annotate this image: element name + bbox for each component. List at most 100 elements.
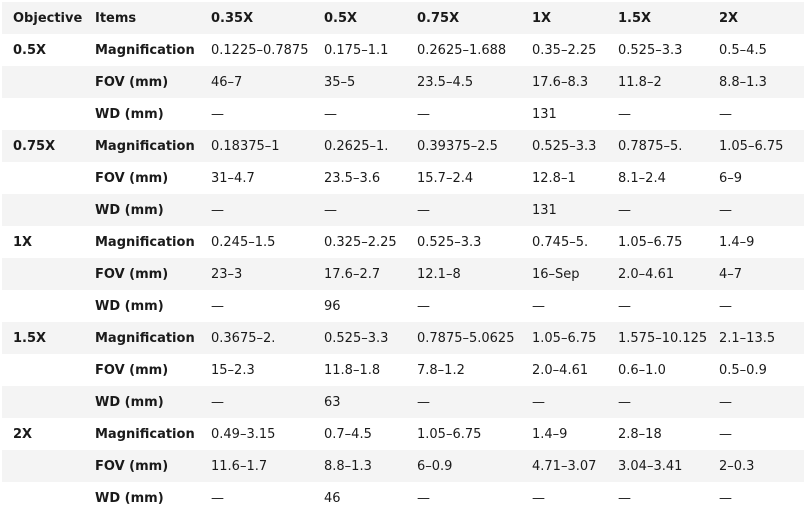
value-cell: 0.175–1.1 bbox=[324, 42, 389, 58]
item-cell: FOV (mm) bbox=[93, 450, 211, 482]
value-cell: — bbox=[618, 298, 631, 314]
value-cell: 8.1–2.4 bbox=[618, 170, 666, 186]
value-cell: 7.8–1.2 bbox=[417, 362, 465, 378]
header-0-5x: 0.5X bbox=[324, 2, 417, 34]
value-cell: 0.245–1.5 bbox=[211, 234, 276, 250]
objective-cell bbox=[2, 258, 93, 290]
item-cell: FOV (mm) bbox=[93, 66, 211, 98]
item-cell: WD (mm) bbox=[95, 298, 164, 314]
value-cell: 0.39375–2.5 bbox=[417, 130, 532, 162]
value-cell: — bbox=[211, 386, 324, 418]
value-cell: 16–Sep bbox=[532, 258, 618, 290]
objective-cell bbox=[2, 290, 93, 322]
table-row: FOV (mm) 46–7 35–5 23.5–4.5 17.6–8.3 11.8–2 8.… bbox=[2, 66, 804, 98]
value-cell: 1.05–6.75 bbox=[719, 130, 804, 162]
value-cell: 0.5–0.9 bbox=[719, 362, 767, 378]
value-cell: — bbox=[532, 490, 545, 506]
value-cell: — bbox=[618, 490, 631, 506]
specs-table: Objective Items 0.35X 0.5X 0.75X 1X 1.5X… bbox=[2, 2, 804, 514]
value-cell: 2.0–4.61 bbox=[532, 362, 589, 378]
objective-cell bbox=[2, 194, 93, 226]
value-cell: — bbox=[618, 194, 719, 226]
value-cell: 0.49–3.15 bbox=[211, 426, 276, 442]
objective-cell bbox=[2, 386, 93, 418]
objective-cell bbox=[2, 66, 93, 98]
value-cell: 0.745–5. bbox=[532, 234, 589, 250]
objective-cell: 1.5X bbox=[2, 322, 93, 354]
table-row: FOV (mm) 11.6–1.7 8.8–1.3 6–0.9 4.71–3.07 3.0… bbox=[2, 450, 804, 482]
item-cell: WD (mm) bbox=[95, 490, 164, 506]
item-cell: Magnification bbox=[93, 322, 211, 354]
value-cell: — bbox=[417, 106, 430, 122]
value-cell: — bbox=[719, 386, 804, 418]
header-0-35x: 0.35X bbox=[211, 2, 324, 34]
value-cell: 17.6–2.7 bbox=[324, 258, 417, 290]
value-cell: — bbox=[211, 298, 224, 314]
item-cell: Magnification bbox=[93, 130, 211, 162]
item-cell: WD (mm) bbox=[95, 106, 164, 122]
value-cell: 0.525–3.3 bbox=[532, 130, 618, 162]
table-row: 1.5X Magnification 0.3675–2. 0.525–3.3 0.787… bbox=[2, 322, 804, 354]
value-cell: — bbox=[324, 106, 337, 122]
value-cell: — bbox=[719, 194, 804, 226]
value-cell: — bbox=[719, 490, 732, 506]
value-cell: 131 bbox=[532, 106, 557, 122]
objective-cell: 0.75X bbox=[2, 130, 93, 162]
item-cell: WD (mm) bbox=[93, 194, 211, 226]
header-items: Items bbox=[93, 2, 211, 34]
objective-cell bbox=[2, 450, 93, 482]
value-cell: 11.6–1.7 bbox=[211, 450, 324, 482]
value-cell: 131 bbox=[532, 194, 618, 226]
value-cell: 11.8–2 bbox=[618, 66, 719, 98]
header-2x: 2X bbox=[719, 2, 804, 34]
value-cell: 1.05–6.75 bbox=[417, 426, 482, 442]
table-row: 2X Magnification 0.49–3.15 0.7–4.5 1.05–6.75… bbox=[2, 418, 804, 450]
value-cell: 15–2.3 bbox=[211, 362, 255, 378]
table-row: WD (mm) —63— — — — bbox=[2, 386, 804, 418]
item-cell: FOV (mm) bbox=[95, 170, 169, 186]
table-body: 0.5X Magnification 0.1225–0.7875 0.175–1.1 0… bbox=[2, 34, 804, 514]
table-row: WD (mm) — — —131— — bbox=[2, 194, 804, 226]
objective-cell: 1X bbox=[13, 234, 33, 250]
table-row: WD (mm) — — —131— — bbox=[2, 98, 804, 130]
header-0-75x: 0.75X bbox=[417, 2, 532, 34]
value-cell: — bbox=[211, 194, 324, 226]
value-cell: 0.525–3.3 bbox=[618, 42, 683, 58]
table-row: FOV (mm) 15–2.3 11.8–1.8 7.8–1.2 2.0–4.61 0.6… bbox=[2, 354, 804, 386]
value-cell: 0.525–3.3 bbox=[324, 322, 417, 354]
table-row: WD (mm) — 46 — — — — bbox=[2, 482, 804, 514]
value-cell: — bbox=[211, 106, 224, 122]
objective-cell bbox=[2, 162, 93, 194]
value-cell: 0.7875–5. bbox=[618, 130, 719, 162]
header-row: Objective Items 0.35X 0.5X 0.75X 1X 1.5X… bbox=[2, 2, 804, 34]
value-cell: 17.6–8.3 bbox=[532, 66, 618, 98]
table-row: FOV (mm) 23–3 17.6–2.7 12.1–8 16–Sep 2.0–4.61… bbox=[2, 258, 804, 290]
value-cell: 1.4–9 bbox=[719, 234, 755, 250]
objective-cell bbox=[2, 98, 93, 130]
value-cell: — bbox=[324, 194, 417, 226]
value-cell: 6–9 bbox=[719, 170, 743, 186]
value-cell: 0.3675–2. bbox=[211, 322, 324, 354]
value-cell: — bbox=[532, 386, 618, 418]
value-cell: — bbox=[211, 490, 224, 506]
value-cell: 2.8–18 bbox=[618, 426, 662, 442]
value-cell: — bbox=[719, 298, 732, 314]
value-cell: 0.18375–1 bbox=[211, 130, 324, 162]
value-cell: 46–7 bbox=[211, 66, 324, 98]
objective-cell bbox=[2, 354, 93, 386]
value-cell: 2–0.3 bbox=[719, 450, 804, 482]
value-cell: — bbox=[417, 194, 532, 226]
value-cell: 8.8–1.3 bbox=[324, 450, 417, 482]
value-cell: 23.5–4.5 bbox=[417, 66, 532, 98]
value-cell: 15.7–2.4 bbox=[417, 170, 474, 186]
value-cell: 2.0–4.61 bbox=[618, 258, 719, 290]
value-cell: 1.4–9 bbox=[532, 426, 568, 442]
value-cell: 1.05–6.75 bbox=[618, 234, 683, 250]
header-1x: 1X bbox=[532, 2, 618, 34]
table-row: FOV (mm) 31–4.7 23.5–3.6 15.7–2.4 12.8–1 8.1–… bbox=[2, 162, 804, 194]
value-cell: — bbox=[719, 426, 732, 442]
value-cell: 12.1–8 bbox=[417, 258, 532, 290]
value-cell: 6–0.9 bbox=[417, 450, 532, 482]
value-cell: 1.05–6.75 bbox=[532, 322, 618, 354]
table-row: 0.5X Magnification 0.1225–0.7875 0.175–1.1 0… bbox=[2, 34, 804, 66]
